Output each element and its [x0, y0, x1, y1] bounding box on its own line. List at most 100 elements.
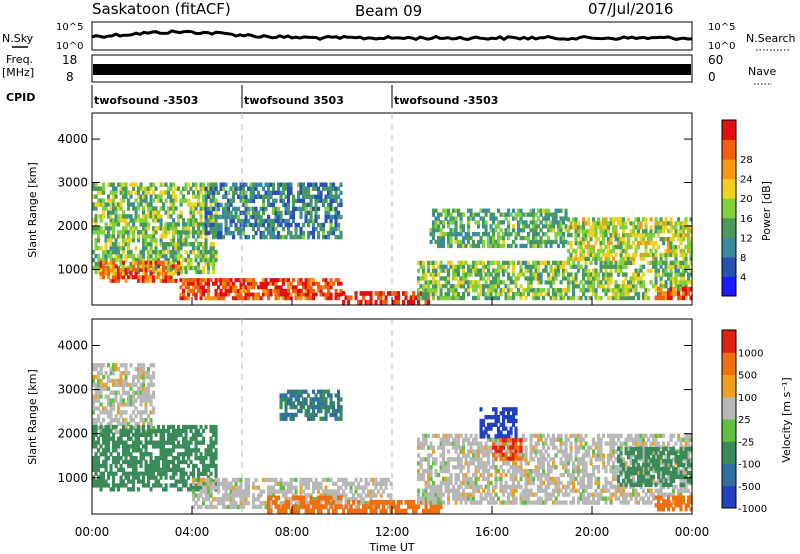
power-cell: [267, 230, 271, 236]
power-cell: [144, 238, 148, 243]
velocity-cell: [439, 504, 443, 510]
power-cell: [539, 276, 543, 281]
velocity-cell: [124, 378, 128, 384]
velocity-cell: [449, 476, 453, 482]
power-cell: [197, 210, 201, 215]
power-cell: [144, 194, 148, 199]
velocity-cell: [257, 504, 261, 510]
velocity-cell: [219, 497, 223, 502]
velocity-cell: [322, 489, 326, 494]
power-cell: [617, 284, 621, 289]
velocity-cell: [132, 459, 136, 465]
power-cell: [337, 281, 341, 286]
power-cell: [117, 234, 121, 239]
velocity-cell: [334, 493, 338, 498]
power-cell: [94, 206, 98, 211]
power-cell: [684, 221, 688, 226]
velocity-cell: [117, 483, 121, 488]
velocity-cell: [369, 493, 373, 498]
power-cell: [439, 235, 443, 241]
power-cell: [144, 202, 148, 207]
power-cell: [214, 278, 218, 283]
power-cell: [307, 210, 311, 216]
power-cell: [119, 271, 123, 276]
velocity-cell: [424, 508, 428, 514]
velocity-cell: [327, 405, 331, 410]
power-cell: [107, 198, 111, 203]
velocity-cell: [304, 504, 308, 510]
power-cell: [187, 281, 191, 286]
power-cell: [169, 265, 173, 271]
velocity-cell: [282, 493, 286, 498]
cpid-segment-label: twofsound -3503: [394, 94, 498, 107]
power-cell: [177, 249, 181, 255]
velocity-cell: [97, 390, 101, 395]
power-cell: [189, 278, 193, 283]
power-cell: [312, 182, 316, 187]
power-cell: [569, 252, 573, 258]
power-cell: [132, 222, 136, 227]
power-cell: [622, 288, 626, 293]
power-cell: [112, 186, 116, 191]
power-cell: [249, 194, 253, 199]
velocity-cell: [432, 496, 436, 501]
velocity-cell: [144, 463, 148, 469]
power-cell: [654, 260, 658, 265]
velocity-cell: [269, 485, 273, 490]
velocity-cell: [312, 504, 316, 510]
power-cell: [214, 230, 218, 236]
power-cell: [159, 218, 163, 223]
velocity-cell: [442, 476, 446, 482]
velocity-cell: [282, 393, 286, 398]
velocity-cell: [457, 484, 461, 489]
power-cell: [337, 278, 341, 283]
power-cell: [217, 214, 221, 220]
velocity-cell: [132, 475, 136, 480]
velocity-cell: [312, 497, 316, 502]
power-cell: [617, 244, 621, 250]
power-cell: [327, 214, 331, 220]
velocity-cell: [102, 386, 106, 391]
power-cell: [237, 278, 241, 283]
power-cell: [667, 244, 671, 250]
velocity-cell: [204, 489, 208, 494]
velocity-cell: [284, 405, 288, 410]
power-cell: [639, 252, 643, 258]
velocity-cell: [147, 414, 151, 419]
power-cell: [672, 264, 676, 269]
power-cell: [482, 239, 486, 245]
power-cell: [322, 182, 326, 187]
power-cell: [169, 206, 173, 211]
power-cell: [492, 220, 496, 225]
velocity-cell: [102, 432, 106, 437]
power-cell: [487, 284, 491, 289]
velocity-cell: [94, 452, 98, 457]
velocity-cell: [139, 471, 143, 476]
power-cell: [509, 288, 513, 293]
velocity-cell: [169, 467, 173, 472]
power-cell: [224, 285, 228, 290]
power-cell: [227, 278, 231, 283]
power-cell: [164, 246, 168, 251]
velocity-cell: [319, 495, 323, 501]
velocity-cell: [259, 493, 263, 498]
power-cell: [179, 198, 183, 203]
power-cell: [554, 276, 558, 281]
velocity-cell: [199, 440, 203, 445]
velocity-cell: [132, 398, 136, 403]
velocity-cell: [212, 504, 216, 510]
velocity-cell: [122, 363, 126, 368]
power-cell: [224, 292, 228, 297]
velocity-cell: [442, 457, 446, 462]
velocity-cell: [162, 424, 166, 430]
power-cell: [169, 249, 173, 255]
power-cell: [154, 238, 158, 243]
power-cell: [557, 224, 561, 229]
velocity-cell: [229, 504, 233, 510]
power-cell: [659, 284, 663, 289]
power-cell: [624, 252, 628, 258]
power-cell: [227, 230, 231, 236]
velocity-cell: [294, 504, 298, 510]
power-cell: [562, 243, 566, 249]
power-cell: [449, 228, 453, 233]
